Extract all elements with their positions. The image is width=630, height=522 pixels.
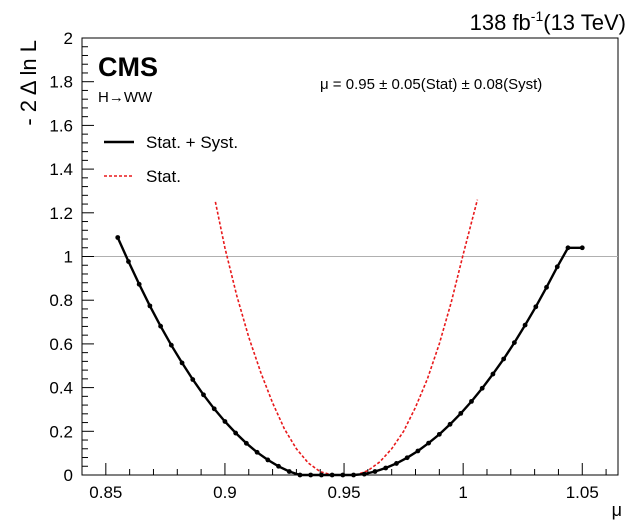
y-tick-label: 1 <box>64 248 73 267</box>
series-stat-syst-point <box>554 264 560 270</box>
series-stat-syst-point <box>297 472 303 478</box>
series-stat-syst-point <box>447 421 453 427</box>
series-stat-syst-point <box>522 322 528 328</box>
series-stat-syst-point <box>147 303 153 309</box>
series-stat-syst-point <box>458 410 464 416</box>
series-stat-line <box>214 199 479 476</box>
y-tick-label: 0.8 <box>49 291 73 310</box>
series-stat-syst-point <box>136 281 142 287</box>
series-stat-syst-point <box>469 398 474 404</box>
series-stat-syst-point <box>404 455 410 461</box>
lumi-value: 138 fb <box>470 10 531 35</box>
y-tick-label: 1.4 <box>49 160 73 179</box>
series-stat-syst-point <box>544 284 549 290</box>
series-stat-syst-point <box>286 469 292 474</box>
series-stat-syst-point <box>115 235 121 240</box>
experiment-label: CMS <box>98 52 158 82</box>
series-stat-syst-point <box>533 304 539 310</box>
series-stat-syst-point <box>394 461 399 466</box>
x-tick-label: 1 <box>458 483 467 502</box>
series-stat-syst-point <box>168 342 174 348</box>
series-stat-syst-point <box>211 406 217 412</box>
series-stat-syst-point <box>372 469 378 474</box>
series-layer <box>115 199 585 478</box>
series-stat-syst-point <box>126 259 131 264</box>
y-tick-label: 0.4 <box>49 379 73 398</box>
y-tick-label: 0 <box>64 466 73 485</box>
series-stat-syst-point <box>501 356 507 362</box>
series-stat-syst-point <box>201 392 206 398</box>
x-tick-label: 0.95 <box>327 483 360 502</box>
series-stat-syst-point <box>426 440 432 446</box>
series-stat-syst-point <box>179 360 185 366</box>
y-axis: 0 0.2 0.4 0.6 0.8 1 1.2 1.4 1.6 1.8 2 <box>49 29 94 485</box>
y-tick-label: 1.8 <box>49 73 73 92</box>
series-stat-syst-point <box>329 472 335 478</box>
y-tick-label: 0.2 <box>49 422 73 441</box>
y-axis-title: - 2 Δ ln L <box>16 40 41 126</box>
luminosity-label: 138 fb-1(13 TeV) <box>470 8 626 35</box>
legend: Stat. + Syst. Stat. <box>104 133 238 186</box>
y-tick-label: 1.6 <box>49 116 73 135</box>
series-stat-syst-point <box>319 472 324 478</box>
y-tick-label: 0.6 <box>49 335 73 354</box>
series-stat-syst-point <box>361 471 367 477</box>
series-stat-syst-point <box>265 457 271 463</box>
legend-label-stat: Stat. <box>146 167 181 186</box>
y-tick-label: 2 <box>64 29 73 48</box>
result-label: μ = 0.95 ± 0.05(Stat) ± 0.08(Syst) <box>320 76 542 93</box>
x-tick-label: 0.9 <box>213 483 237 502</box>
series-stat-syst-point <box>436 431 442 437</box>
series-stat-syst-point <box>565 245 571 251</box>
process-label: H→WW <box>98 89 153 106</box>
x-axis-title: μ <box>612 500 622 520</box>
x-tick-label: 0.85 <box>89 483 122 502</box>
series-stat-syst-point <box>254 449 260 455</box>
legend-label-stat-syst: Stat. + Syst. <box>146 133 238 152</box>
series-stat-syst-point <box>579 245 585 251</box>
series-stat-syst-point <box>243 440 249 446</box>
x-tick-label: 1.05 <box>566 483 599 502</box>
series-stat-syst-line <box>116 237 583 477</box>
lumi-exponent: -1 <box>531 8 544 24</box>
series-stat-syst-point <box>158 323 164 329</box>
lumi-energy: (13 TeV) <box>543 10 626 35</box>
x-axis: 0.85 0.9 0.95 1 1.05 <box>81 463 607 502</box>
series-stat-syst-point <box>490 371 496 377</box>
series-stat-syst-point <box>222 419 228 424</box>
series-stat-syst-point <box>383 465 389 471</box>
y-tick-label: 1.2 <box>49 204 73 223</box>
series-stat-syst-point <box>233 430 239 436</box>
series-stat-syst-point <box>276 463 281 469</box>
series-stat-syst-point <box>340 472 346 478</box>
series-stat-syst-point <box>415 448 421 454</box>
series-stat-syst-point <box>308 472 314 478</box>
series-stat-syst-point <box>351 472 356 478</box>
series-stat-syst-point <box>190 377 196 382</box>
series-stat-syst-point <box>511 340 517 345</box>
series-stat-syst-point <box>479 385 485 391</box>
